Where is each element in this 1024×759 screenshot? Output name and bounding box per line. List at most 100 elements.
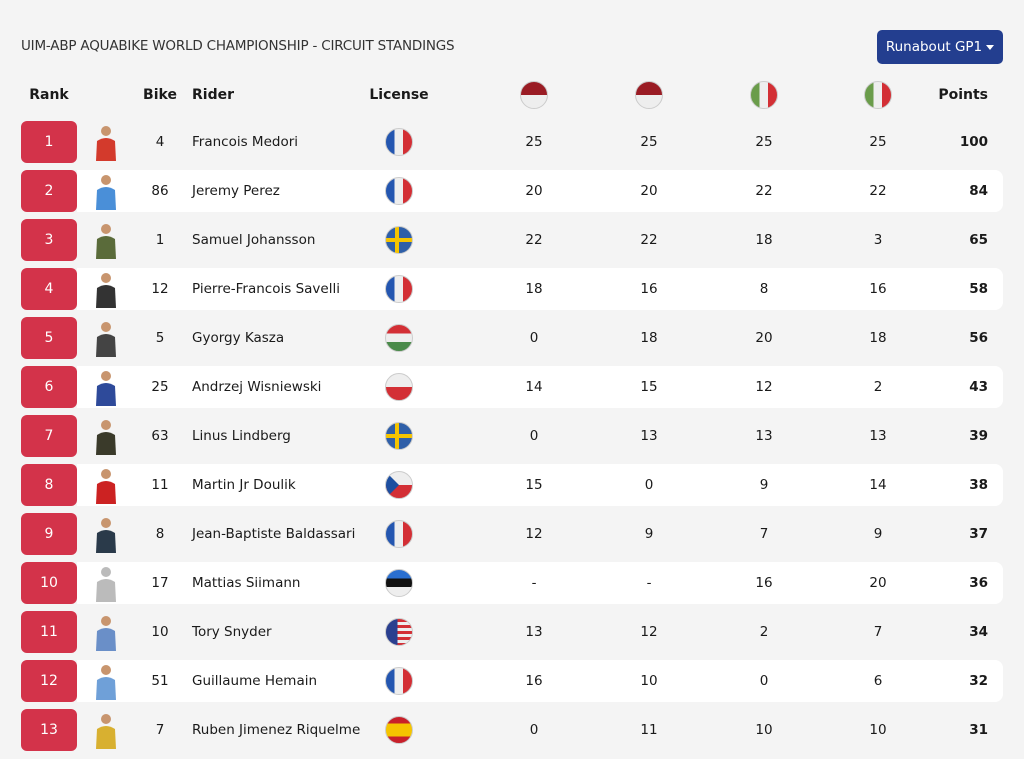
table-row[interactable]: 11 10 Tory Snyder 13 12 2 7 34	[0, 611, 1024, 653]
race-points: 25	[869, 134, 887, 150]
rider-name[interactable]: Samuel Johansson	[192, 232, 316, 248]
race-points: 20	[869, 575, 887, 591]
race-points: 16	[755, 575, 773, 591]
rank-badge: 12	[21, 660, 77, 702]
rider-avatar	[96, 469, 116, 504]
total-points: 56	[969, 330, 988, 346]
table-row[interactable]: 2 86 Jeremy Perez 20 20 22 22 84	[0, 170, 1024, 212]
rider-name[interactable]: Martin Jr Doulik	[192, 477, 296, 493]
rider-name[interactable]: Ruben Jimenez Riquelme	[192, 722, 361, 738]
table-row[interactable]: 7 63 Linus Lindberg 0 13 13 13 39	[0, 415, 1024, 457]
rank-badge: 7	[21, 415, 77, 457]
rank-badge: 10	[21, 562, 77, 604]
race-points: 13	[869, 428, 887, 444]
rank-badge: 3	[21, 219, 77, 261]
race-points: 12	[640, 624, 658, 640]
header-license: License	[369, 87, 429, 103]
race-points: 18	[869, 330, 887, 346]
rank-badge: 13	[21, 709, 77, 751]
table-row[interactable]: 13 7 Ruben Jimenez Riquelme 0 11 10 10 31	[0, 709, 1024, 751]
rider-avatar	[96, 224, 116, 259]
italy-flag-icon	[864, 81, 892, 109]
rider-name[interactable]: Tory Snyder	[192, 624, 272, 640]
race-points: 12	[755, 379, 773, 395]
header-bike: Bike	[143, 87, 177, 103]
header-rider: Rider	[192, 87, 234, 103]
class-dropdown[interactable]: Runabout GP1	[877, 30, 1003, 64]
rider-name[interactable]: Guillaume Hemain	[192, 673, 318, 689]
france-flag-icon	[385, 275, 413, 303]
rider-avatar	[96, 665, 116, 700]
total-points: 34	[969, 624, 988, 640]
table-row[interactable]: 5 5 Gyorgy Kasza 0 18 20 18 56	[0, 317, 1024, 359]
race-points: 7	[873, 624, 883, 640]
race-points: 18	[755, 232, 773, 248]
race-points: 0	[644, 477, 654, 493]
race-points: 15	[640, 379, 658, 395]
race-points: 13	[525, 624, 543, 640]
bike-number: 8	[155, 526, 165, 542]
bike-number: 63	[151, 428, 169, 444]
bike-number: 1	[155, 232, 165, 248]
table-row[interactable]: 10 17 Mattias Siimann - - 16 20 36	[0, 562, 1024, 604]
race-points: 14	[869, 477, 887, 493]
rider-name[interactable]: Gyorgy Kasza	[192, 330, 285, 346]
race-points: 10	[640, 673, 658, 689]
table-row[interactable]: 4 12 Pierre-Francois Savelli 18 16 8 16 58	[0, 268, 1024, 310]
total-points: 84	[969, 183, 988, 199]
race-points: 25	[755, 134, 773, 150]
rider-name[interactable]: Jean-Baptiste Baldassari	[192, 526, 356, 542]
race-points: 10	[869, 722, 887, 738]
caret-down-icon	[986, 44, 995, 50]
rider-name[interactable]: Andrzej Wisniewski	[192, 379, 322, 395]
rank-badge: 2	[21, 170, 77, 212]
rider-name[interactable]: Mattias Siimann	[192, 575, 301, 591]
race-points: -	[646, 575, 652, 591]
rider-avatar	[96, 175, 116, 210]
estonia-flag-icon	[385, 569, 413, 597]
bike-number: 4	[155, 134, 165, 150]
race-points: 22	[525, 232, 543, 248]
france-flag-icon	[385, 667, 413, 695]
race-points: 16	[869, 281, 887, 297]
total-points: 36	[969, 575, 988, 591]
table-row[interactable]: 8 11 Martin Jr Doulik 15 0 9 14 38	[0, 464, 1024, 506]
race-points: 20	[640, 183, 658, 199]
table-row[interactable]: 12 51 Guillaume Hemain 16 10 0 6 32	[0, 660, 1024, 702]
france-flag-icon	[385, 177, 413, 205]
bike-number: 5	[155, 330, 165, 346]
race-points: 0	[529, 330, 539, 346]
table-row[interactable]: 9 8 Jean-Baptiste Baldassari 12 9 7 9 37	[0, 513, 1024, 555]
table-row[interactable]: 3 1 Samuel Johansson 22 22 18 3 65	[0, 219, 1024, 261]
italy-flag-icon	[750, 81, 778, 109]
race-points: 16	[525, 673, 543, 689]
race-points: 9	[873, 526, 883, 542]
rider-name[interactable]: Pierre-Francois Savelli	[192, 281, 340, 297]
header-rank: Rank	[29, 87, 69, 103]
race-points: 0	[529, 428, 539, 444]
race-points: 9	[759, 477, 769, 493]
rider-name[interactable]: Linus Lindberg	[192, 428, 291, 444]
table-row[interactable]: 1 4 Francois Medori 25 25 25 25 100	[0, 121, 1024, 163]
rider-name[interactable]: Francois Medori	[192, 134, 299, 150]
rank-badge: 6	[21, 366, 77, 408]
race-points: 14	[525, 379, 543, 395]
spain-flag-icon	[385, 716, 413, 744]
total-points: 37	[969, 526, 988, 542]
race-points: 0	[759, 673, 769, 689]
rider-avatar	[96, 273, 116, 308]
czech-flag-icon	[385, 471, 413, 499]
race-points: -	[531, 575, 537, 591]
rider-avatar	[96, 567, 116, 602]
race-points: 10	[755, 722, 773, 738]
rider-avatar	[96, 371, 116, 406]
race-points: 0	[529, 722, 539, 738]
dropdown-label: Runabout GP1	[885, 39, 983, 55]
sweden-flag-icon	[385, 422, 413, 450]
race-points: 13	[755, 428, 773, 444]
sweden-flag-icon	[385, 226, 413, 254]
table-row[interactable]: 6 25 Andrzej Wisniewski 14 15 12 2 43	[0, 366, 1024, 408]
race-points: 16	[640, 281, 658, 297]
race-points: 18	[640, 330, 658, 346]
rider-name[interactable]: Jeremy Perez	[192, 183, 280, 199]
